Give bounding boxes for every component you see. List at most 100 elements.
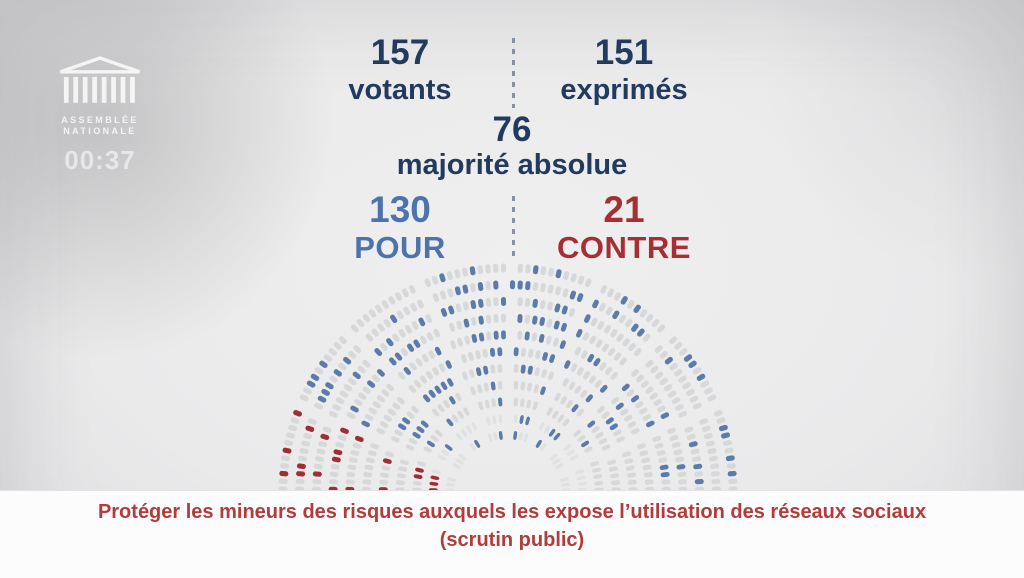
- seat: [410, 302, 418, 312]
- seat: [462, 301, 469, 311]
- seat: [348, 350, 357, 359]
- seat: [686, 388, 695, 396]
- seat: [635, 401, 644, 409]
- seat: [728, 478, 738, 485]
- seat: [710, 463, 720, 469]
- seat: [328, 410, 338, 418]
- seat: [314, 402, 324, 410]
- seat: [644, 479, 654, 485]
- exprimes-label: exprimés: [560, 74, 688, 106]
- seat: [552, 337, 559, 347]
- seat: [463, 407, 470, 416]
- seat: [387, 408, 396, 416]
- seat: [392, 402, 401, 410]
- seat: [365, 333, 374, 342]
- logo-text-line2: NATIONALE: [63, 126, 137, 136]
- seat: [663, 384, 673, 392]
- seat: [624, 458, 634, 464]
- seat: [688, 360, 697, 369]
- seat: [303, 433, 313, 440]
- seat: [322, 426, 332, 433]
- seat: [664, 356, 673, 365]
- seat: [711, 478, 721, 485]
- seat: [434, 385, 442, 394]
- hemicycle-chart: [278, 263, 738, 490]
- seat: [333, 369, 343, 377]
- seat: [331, 456, 341, 463]
- seat: [728, 486, 738, 490]
- seat: [403, 366, 412, 375]
- seat: [418, 317, 426, 327]
- seat: [601, 411, 610, 419]
- seat: [328, 479, 338, 485]
- seat: [517, 314, 523, 324]
- seat: [611, 396, 620, 405]
- seat: [476, 384, 483, 394]
- seat: [371, 374, 380, 383]
- seat: [470, 283, 476, 293]
- contre-stat: 21 CONTRE: [512, 188, 736, 265]
- seat: [374, 348, 383, 357]
- seat: [633, 304, 641, 314]
- seat: [390, 314, 398, 324]
- seat: [554, 303, 561, 313]
- seat: [533, 384, 540, 394]
- seat: [411, 321, 419, 330]
- seat: [583, 314, 591, 323]
- seat: [475, 367, 482, 377]
- seat: [441, 449, 450, 456]
- seat: [616, 333, 624, 342]
- seat: [627, 421, 637, 429]
- seat: [350, 324, 359, 333]
- seat: [413, 339, 421, 348]
- seat: [710, 471, 720, 477]
- seat: [347, 464, 357, 471]
- seat: [352, 371, 361, 380]
- seat: [396, 473, 406, 479]
- seat: [582, 371, 591, 380]
- seat: [278, 478, 288, 485]
- seat: [437, 404, 445, 413]
- seat: [362, 386, 371, 394]
- seat: [413, 474, 423, 479]
- seat: [365, 457, 375, 464]
- seat: [280, 463, 290, 469]
- seat: [653, 399, 662, 407]
- seat: [571, 404, 579, 413]
- seat: [420, 420, 429, 428]
- seat: [469, 443, 477, 451]
- seat: [519, 398, 525, 408]
- seat: [469, 266, 476, 276]
- seat: [645, 359, 654, 368]
- seat: [513, 363, 519, 373]
- seat: [520, 364, 526, 374]
- seat: [640, 380, 649, 388]
- seat: [307, 418, 317, 425]
- seat: [354, 435, 364, 443]
- seat: [557, 414, 565, 423]
- seat: [454, 269, 461, 279]
- seat: [346, 412, 356, 420]
- pour-value: 130: [369, 189, 431, 230]
- seat: [422, 394, 431, 403]
- seat: [633, 348, 642, 357]
- seat: [337, 434, 347, 441]
- seat: [694, 479, 704, 485]
- seat: [486, 416, 491, 426]
- seat: [539, 300, 546, 310]
- seat: [553, 320, 560, 330]
- seat: [604, 366, 613, 375]
- seat: [449, 396, 456, 405]
- seat: [594, 380, 602, 389]
- seat: [562, 288, 569, 298]
- seat: [703, 433, 713, 440]
- seat: [607, 347, 616, 357]
- seat: [460, 354, 467, 363]
- seat: [455, 432, 463, 441]
- seat: [552, 410, 559, 419]
- seat: [692, 456, 702, 462]
- seat: [362, 479, 372, 485]
- seat: [492, 415, 497, 424]
- seat: [303, 387, 312, 395]
- seat: [449, 322, 456, 332]
